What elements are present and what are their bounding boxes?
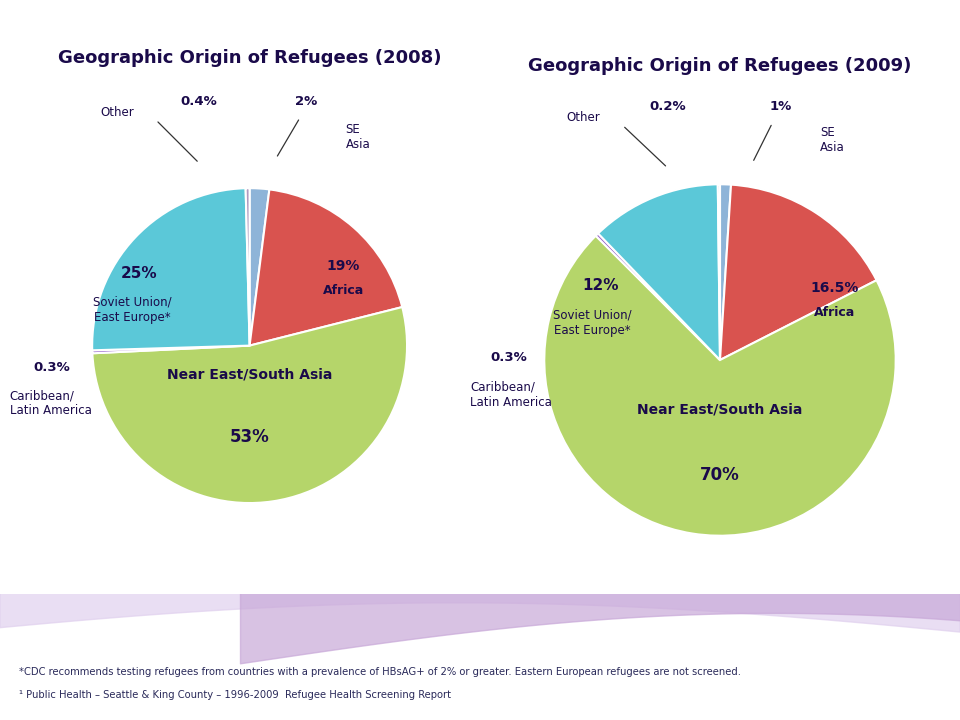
Text: 2%: 2%: [296, 95, 318, 108]
Wedge shape: [250, 188, 270, 346]
Text: 25%: 25%: [121, 266, 157, 281]
Text: 70%: 70%: [700, 466, 740, 484]
Wedge shape: [596, 233, 720, 360]
Wedge shape: [92, 307, 407, 503]
Text: 0.4%: 0.4%: [180, 95, 218, 108]
Text: (Seattle-King: (Seattle-King: [555, 35, 742, 59]
Text: 19%: 19%: [326, 259, 360, 274]
Text: Other: Other: [101, 107, 134, 120]
Text: Caribbean/
Latin America: Caribbean/ Latin America: [470, 381, 552, 409]
Text: Geographic Origin of Refugees (2008): Geographic Origin of Refugees (2008): [58, 49, 442, 67]
Text: 16.5%: 16.5%: [810, 281, 859, 294]
Text: Soviet Union/
East Europe*: Soviet Union/ East Europe*: [553, 309, 632, 336]
Wedge shape: [718, 184, 720, 360]
Text: Africa: Africa: [323, 284, 364, 297]
Text: 12%: 12%: [582, 278, 618, 292]
Text: Geographic Origin of Refugees (2009): Geographic Origin of Refugees (2009): [528, 58, 912, 76]
Text: 53%: 53%: [229, 428, 270, 446]
Text: 0.3%: 0.3%: [491, 351, 527, 364]
Wedge shape: [720, 184, 731, 360]
Wedge shape: [720, 184, 876, 360]
Text: Near East/South Asia: Near East/South Asia: [167, 367, 332, 382]
Text: 0.3%: 0.3%: [34, 361, 70, 374]
Text: Near East/South Asia: Near East/South Asia: [637, 403, 803, 417]
Text: Africa: Africa: [814, 306, 855, 319]
Text: Soviet Union/
East Europe*: Soviet Union/ East Europe*: [93, 296, 171, 323]
Text: Other: Other: [566, 112, 600, 125]
Text: *CDC recommends testing refugees from countries with a prevalence of HBsAG+ of 2: *CDC recommends testing refugees from co…: [19, 667, 741, 677]
Text: 1%: 1%: [770, 100, 792, 113]
Wedge shape: [92, 188, 250, 351]
Wedge shape: [250, 189, 402, 346]
Wedge shape: [598, 184, 720, 360]
Wedge shape: [544, 235, 896, 536]
Text: 0.2%: 0.2%: [649, 100, 685, 113]
Text: ¹ Public Health – Seattle & King County – 1996-2009  Refugee Health Screening Re: ¹ Public Health – Seattle & King County …: [19, 690, 451, 700]
Text: Caribbean/
Latin America: Caribbean/ Latin America: [10, 390, 91, 417]
Wedge shape: [246, 188, 250, 346]
Text: SE
Asia: SE Asia: [346, 123, 371, 150]
Text: Hepatitis B and Refugees: Hepatitis B and Refugees: [17, 28, 587, 66]
Wedge shape: [92, 346, 250, 354]
Text: SE
Asia: SE Asia: [820, 126, 845, 154]
